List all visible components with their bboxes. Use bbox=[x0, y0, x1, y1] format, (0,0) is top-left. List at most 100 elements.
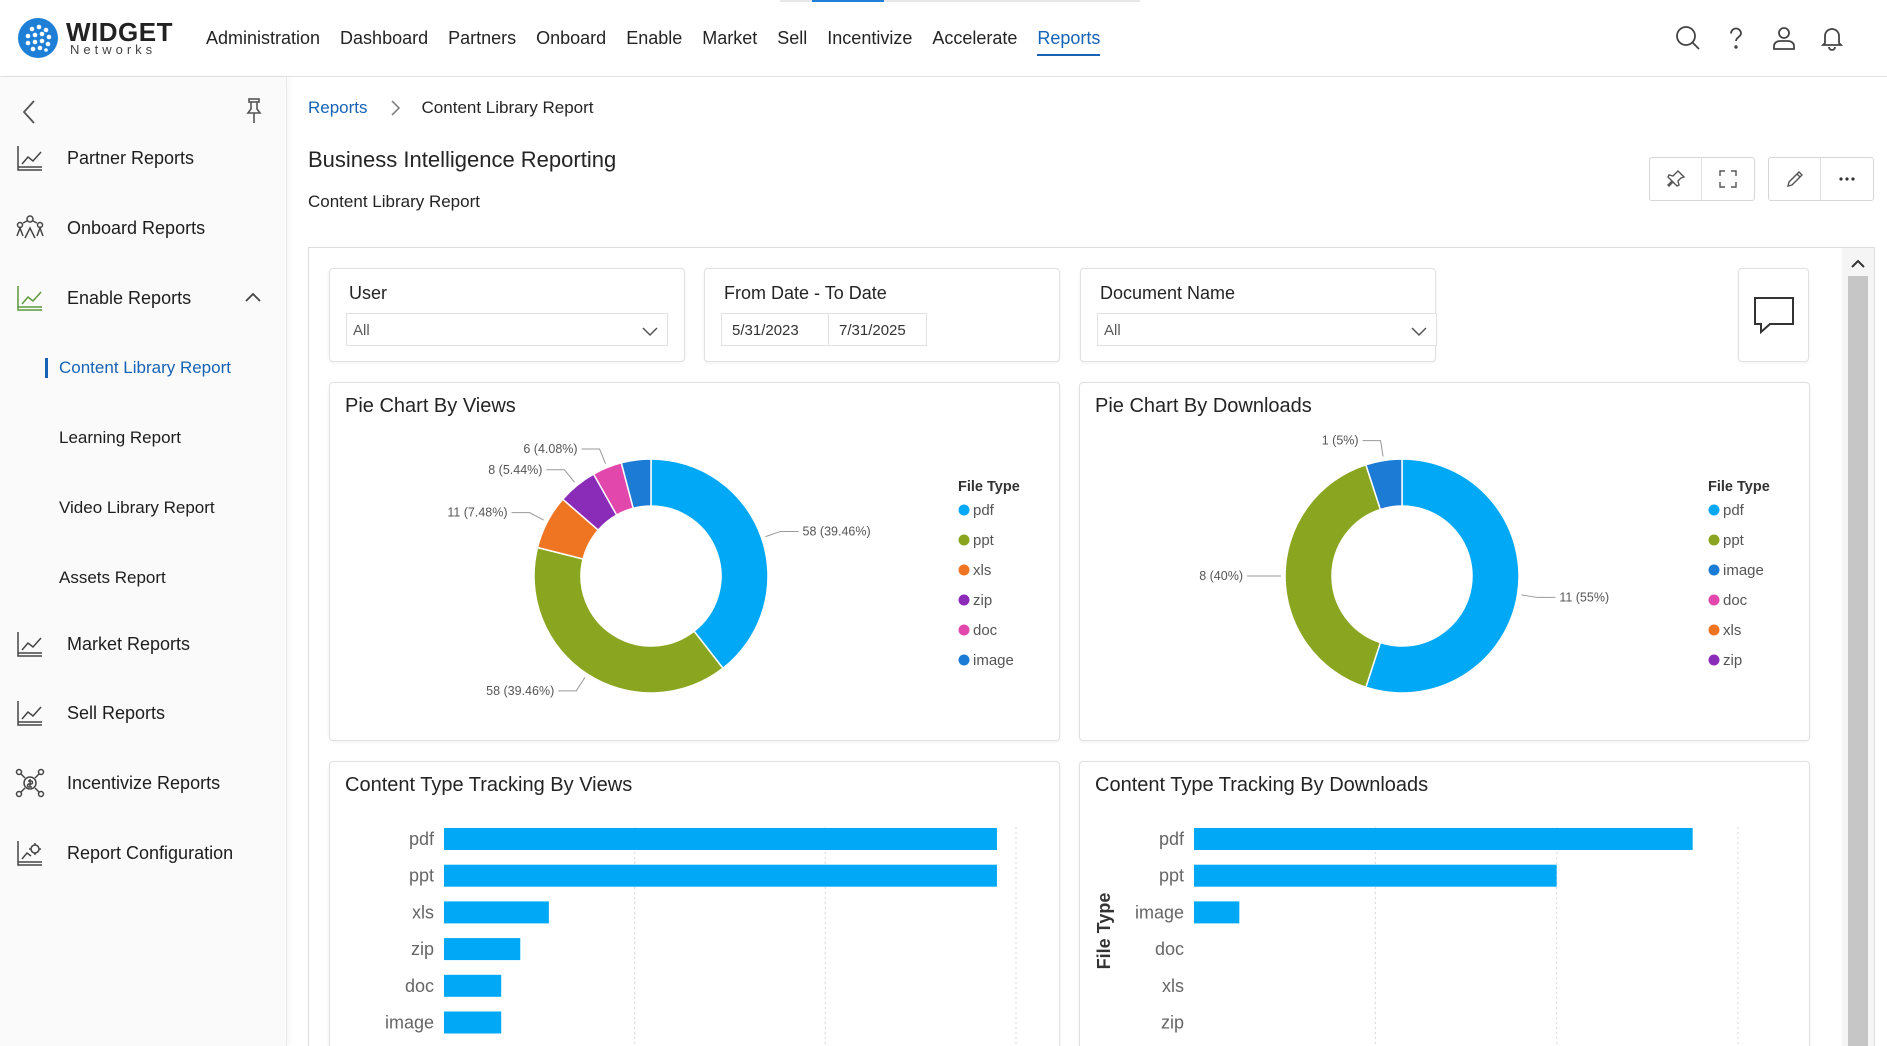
bar-image[interactable] bbox=[444, 1011, 502, 1034]
breadcrumb-current: Content Library Report bbox=[421, 98, 594, 117]
legend-item-doc[interactable]: doc bbox=[1723, 592, 1748, 609]
nav-onboard[interactable]: Onboard bbox=[536, 28, 607, 48]
pie-data-label: 11 (7.48%) bbox=[447, 506, 507, 520]
breadcrumb-reports-link[interactable]: Reports bbox=[308, 98, 368, 117]
nav-partners[interactable]: Partners bbox=[448, 28, 517, 48]
document-filter-label: Document Name bbox=[1100, 283, 1236, 303]
document-select[interactable]: All bbox=[1097, 313, 1437, 346]
nav-reports[interactable]: Reports bbox=[1027, 0, 1110, 77]
legend-item-zip[interactable]: zip bbox=[1723, 652, 1742, 669]
chevron-up-icon[interactable] bbox=[244, 289, 262, 307]
legend-item-pdf[interactable]: pdf bbox=[1723, 502, 1745, 519]
scroll-up-arrow-icon[interactable] bbox=[1848, 254, 1868, 274]
pie-slice-ppt[interactable] bbox=[533, 546, 725, 694]
pin-sidebar-icon[interactable] bbox=[242, 95, 266, 125]
nav-sell[interactable]: Sell bbox=[777, 28, 808, 48]
legend-swatch-zip bbox=[958, 594, 970, 606]
user-select[interactable]: All bbox=[346, 313, 668, 346]
sidebar: Partner Reports Onboard Reports Enable R… bbox=[0, 77, 287, 1046]
pie-data-label: 8 (40%) bbox=[1199, 569, 1243, 583]
sidebar-subitem-content-library-report[interactable]: Content Library Report bbox=[0, 346, 287, 390]
y-axis-title: File Type bbox=[1094, 893, 1114, 970]
chart-line-icon bbox=[14, 628, 46, 660]
legend-item-doc[interactable]: doc bbox=[973, 622, 998, 639]
pie-slice-pdf[interactable] bbox=[1364, 458, 1520, 694]
sidebar-item-report-configuration[interactable]: Report Configuration bbox=[0, 828, 287, 878]
breadcrumb: Reports Content Library Report bbox=[308, 98, 594, 118]
nav-market[interactable]: Market bbox=[702, 28, 758, 48]
sidebar-item-enable-reports[interactable]: Enable Reports bbox=[0, 273, 287, 323]
axis-label-xls: xls bbox=[412, 902, 434, 922]
pie-slice-pdf[interactable] bbox=[650, 458, 769, 670]
bar-image[interactable] bbox=[1194, 901, 1240, 924]
sidebar-subitem-video-library-report[interactable]: Video Library Report bbox=[0, 486, 287, 530]
collapse-sidebar-icon[interactable] bbox=[18, 97, 42, 127]
bar-views-card: Content Type Tracking By Views pdf ppt xls… bbox=[329, 761, 1060, 1046]
pie-leader-line bbox=[558, 677, 586, 692]
sidebar-subitem-assets-report[interactable]: Assets Report bbox=[0, 556, 287, 600]
widget-logo-icon[interactable] bbox=[18, 18, 58, 58]
user-filter: User All bbox=[329, 268, 685, 362]
legend-swatch-image bbox=[1708, 564, 1720, 576]
edit-button[interactable] bbox=[1769, 158, 1821, 200]
fullscreen-icon bbox=[1719, 170, 1737, 188]
bar-doc[interactable] bbox=[444, 974, 502, 997]
sidebar-item-sell-reports[interactable]: Sell Reports bbox=[0, 688, 287, 738]
legend-item-zip[interactable]: zip bbox=[973, 592, 992, 609]
date-range-label: From Date - To Date bbox=[724, 283, 887, 303]
from-date-input[interactable]: 5/31/2023 bbox=[721, 313, 839, 346]
nav-accelerate[interactable]: Accelerate bbox=[932, 28, 1018, 48]
sidebar-item-incentivize-reports[interactable]: Incentivize Reports bbox=[0, 758, 287, 808]
legend-swatch-ppt bbox=[1708, 534, 1720, 546]
sidebar-item-onboard-reports[interactable]: Onboard Reports bbox=[0, 203, 287, 253]
bar-pdf[interactable] bbox=[444, 828, 997, 850]
pie-slice-image[interactable] bbox=[1364, 458, 1403, 511]
nav-administration[interactable]: Administration bbox=[206, 28, 321, 48]
sidebar-item-market-reports[interactable]: Market Reports bbox=[0, 619, 287, 669]
document-select-value: All bbox=[1104, 322, 1121, 339]
legend-swatch-pdf bbox=[958, 504, 970, 516]
report-scrollbar[interactable] bbox=[1842, 248, 1874, 1046]
legend-item-image[interactable]: image bbox=[973, 652, 1014, 669]
chart-line-icon bbox=[14, 282, 46, 314]
ellipsis-icon bbox=[1839, 177, 1855, 181]
bar-xls[interactable] bbox=[444, 901, 549, 924]
legend-item-xls[interactable]: xls bbox=[1723, 622, 1741, 639]
legend-swatch-image bbox=[958, 654, 970, 666]
bar-ppt[interactable] bbox=[1194, 864, 1557, 887]
scrollbar-thumb[interactable] bbox=[1848, 276, 1868, 1046]
search-icon[interactable] bbox=[1673, 20, 1703, 56]
pie-slice-ppt[interactable] bbox=[1284, 463, 1382, 689]
legend-item-xls[interactable]: xls bbox=[973, 562, 991, 579]
sidebar-item-partner-reports[interactable]: Partner Reports bbox=[0, 133, 287, 183]
bar-ppt[interactable] bbox=[444, 864, 997, 887]
main-nav: Administration Dashboard Partners Onboar… bbox=[196, 0, 1110, 77]
top-bar: WIDGET Networks Administration Dashboard… bbox=[0, 0, 1887, 77]
comments-button[interactable] bbox=[1738, 268, 1809, 362]
pie-leader-line bbox=[1362, 440, 1384, 457]
bar-pdf[interactable] bbox=[1194, 828, 1693, 850]
legend-item-ppt[interactable]: ppt bbox=[973, 532, 995, 549]
nav-dashboard[interactable]: Dashboard bbox=[340, 28, 429, 48]
help-icon[interactable] bbox=[1721, 20, 1751, 56]
pin-report-button[interactable] bbox=[1650, 158, 1702, 200]
legend-title: File Type bbox=[958, 479, 1020, 495]
legend-item-image[interactable]: image bbox=[1723, 562, 1764, 579]
to-date-input[interactable]: 7/31/2025 bbox=[828, 313, 927, 346]
nav-enable[interactable]: Enable bbox=[626, 28, 683, 48]
more-options-button[interactable] bbox=[1821, 158, 1873, 200]
user-filter-label: User bbox=[349, 283, 388, 303]
bar-zip[interactable] bbox=[444, 938, 521, 961]
nav-incentivize[interactable]: Incentivize bbox=[827, 28, 913, 48]
chart-gear-icon bbox=[14, 837, 46, 869]
user-profile-icon[interactable] bbox=[1769, 20, 1799, 56]
notification-bell-icon[interactable] bbox=[1817, 20, 1847, 56]
fullscreen-button[interactable] bbox=[1702, 158, 1754, 200]
pie-leader-line bbox=[1521, 594, 1556, 598]
sidebar-subitem-learning-report[interactable]: Learning Report bbox=[0, 416, 287, 460]
pie-slice-image[interactable] bbox=[620, 458, 652, 510]
axis-label-pdf: pdf bbox=[1159, 829, 1185, 849]
legend-item-pdf[interactable]: pdf bbox=[973, 502, 995, 519]
axis-label-zip: zip bbox=[411, 939, 434, 959]
legend-item-ppt[interactable]: ppt bbox=[1723, 532, 1745, 549]
